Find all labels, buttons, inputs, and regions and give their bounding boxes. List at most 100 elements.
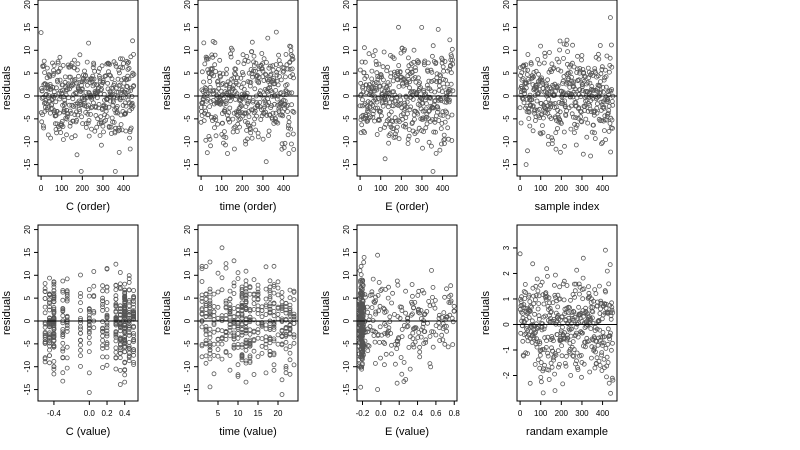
data-point <box>247 331 253 337</box>
data-point <box>535 306 541 312</box>
data-point <box>72 133 78 139</box>
data-point <box>86 370 92 376</box>
data-point <box>236 82 242 88</box>
data-point <box>586 290 592 296</box>
x-tick-label: 10 <box>234 409 243 418</box>
data-point <box>553 272 558 278</box>
data-point <box>534 107 540 113</box>
data-point <box>125 73 131 79</box>
data-point <box>75 61 81 67</box>
data-point <box>271 282 277 288</box>
data-point <box>518 120 524 126</box>
data-point <box>78 290 83 296</box>
data-point <box>110 85 116 91</box>
data-point <box>271 76 277 81</box>
data-point <box>357 268 363 274</box>
data-point <box>433 129 438 135</box>
data-point <box>592 365 598 371</box>
data-point <box>596 51 601 57</box>
data-point <box>218 100 224 106</box>
data-point <box>126 297 132 303</box>
data-point <box>275 120 281 126</box>
data-point <box>60 329 66 335</box>
data-point <box>263 326 269 332</box>
y-tick-label: 10 <box>342 270 351 279</box>
data-point <box>241 80 247 86</box>
data-point <box>361 128 367 134</box>
data-point <box>126 345 132 351</box>
data-point <box>203 301 209 307</box>
data-point <box>64 116 70 122</box>
data-point <box>215 304 221 310</box>
data-point <box>442 119 448 125</box>
data-point <box>522 281 528 287</box>
data-point <box>108 124 114 130</box>
data-point <box>113 366 119 372</box>
data-point <box>596 358 602 364</box>
data-point <box>422 329 428 335</box>
data-point <box>104 300 110 305</box>
data-point <box>231 344 237 350</box>
data-point <box>117 127 122 133</box>
data-point <box>290 108 296 114</box>
data-point <box>106 104 112 110</box>
data-point <box>360 112 366 118</box>
data-point <box>130 103 136 109</box>
x-tick-label: 5 <box>216 409 221 418</box>
data-point <box>263 345 269 351</box>
data-point <box>223 350 229 356</box>
y-axis-title: residuals <box>161 290 173 335</box>
y-axis-title: residuals <box>480 290 492 335</box>
data-point <box>100 354 105 360</box>
data-point <box>441 84 447 90</box>
data-point <box>51 288 57 294</box>
data-point <box>606 92 611 98</box>
data-point <box>533 292 539 298</box>
data-point <box>420 145 425 151</box>
data-point <box>112 168 118 174</box>
y-tick-label: -5 <box>342 115 351 123</box>
data-point <box>94 124 100 130</box>
data-point <box>364 73 370 79</box>
data-point <box>387 100 393 105</box>
data-point <box>107 98 113 104</box>
data-point <box>220 71 226 77</box>
data-point <box>428 67 434 73</box>
data-point <box>210 54 216 60</box>
data-point <box>419 24 425 30</box>
data-point <box>237 124 242 130</box>
y-tick-label: -15 <box>502 158 511 170</box>
data-point <box>432 119 438 125</box>
data-point <box>437 147 443 153</box>
data-point <box>570 353 576 359</box>
data-point <box>446 294 452 300</box>
data-point <box>78 353 83 359</box>
data-point <box>284 82 290 87</box>
data-point <box>540 390 546 396</box>
data-point <box>357 67 363 73</box>
data-point <box>527 123 533 129</box>
data-point <box>287 344 293 349</box>
data-point <box>233 66 239 72</box>
data-point <box>378 108 384 114</box>
data-point <box>397 69 403 74</box>
data-point <box>370 111 376 117</box>
data-point <box>243 141 249 147</box>
x-tick-label: 0 <box>518 184 523 193</box>
data-point <box>95 88 101 94</box>
data-point <box>559 121 564 126</box>
data-point <box>263 60 269 65</box>
data-point <box>255 289 261 295</box>
data-point <box>530 128 536 134</box>
data-point <box>603 247 608 253</box>
data-point <box>104 288 110 294</box>
data-point <box>374 70 380 76</box>
y-tick-label: 5 <box>183 295 192 300</box>
data-point <box>86 306 92 312</box>
data-point <box>394 124 400 130</box>
x-tick-label: 400 <box>117 184 131 193</box>
data-point <box>126 339 132 345</box>
